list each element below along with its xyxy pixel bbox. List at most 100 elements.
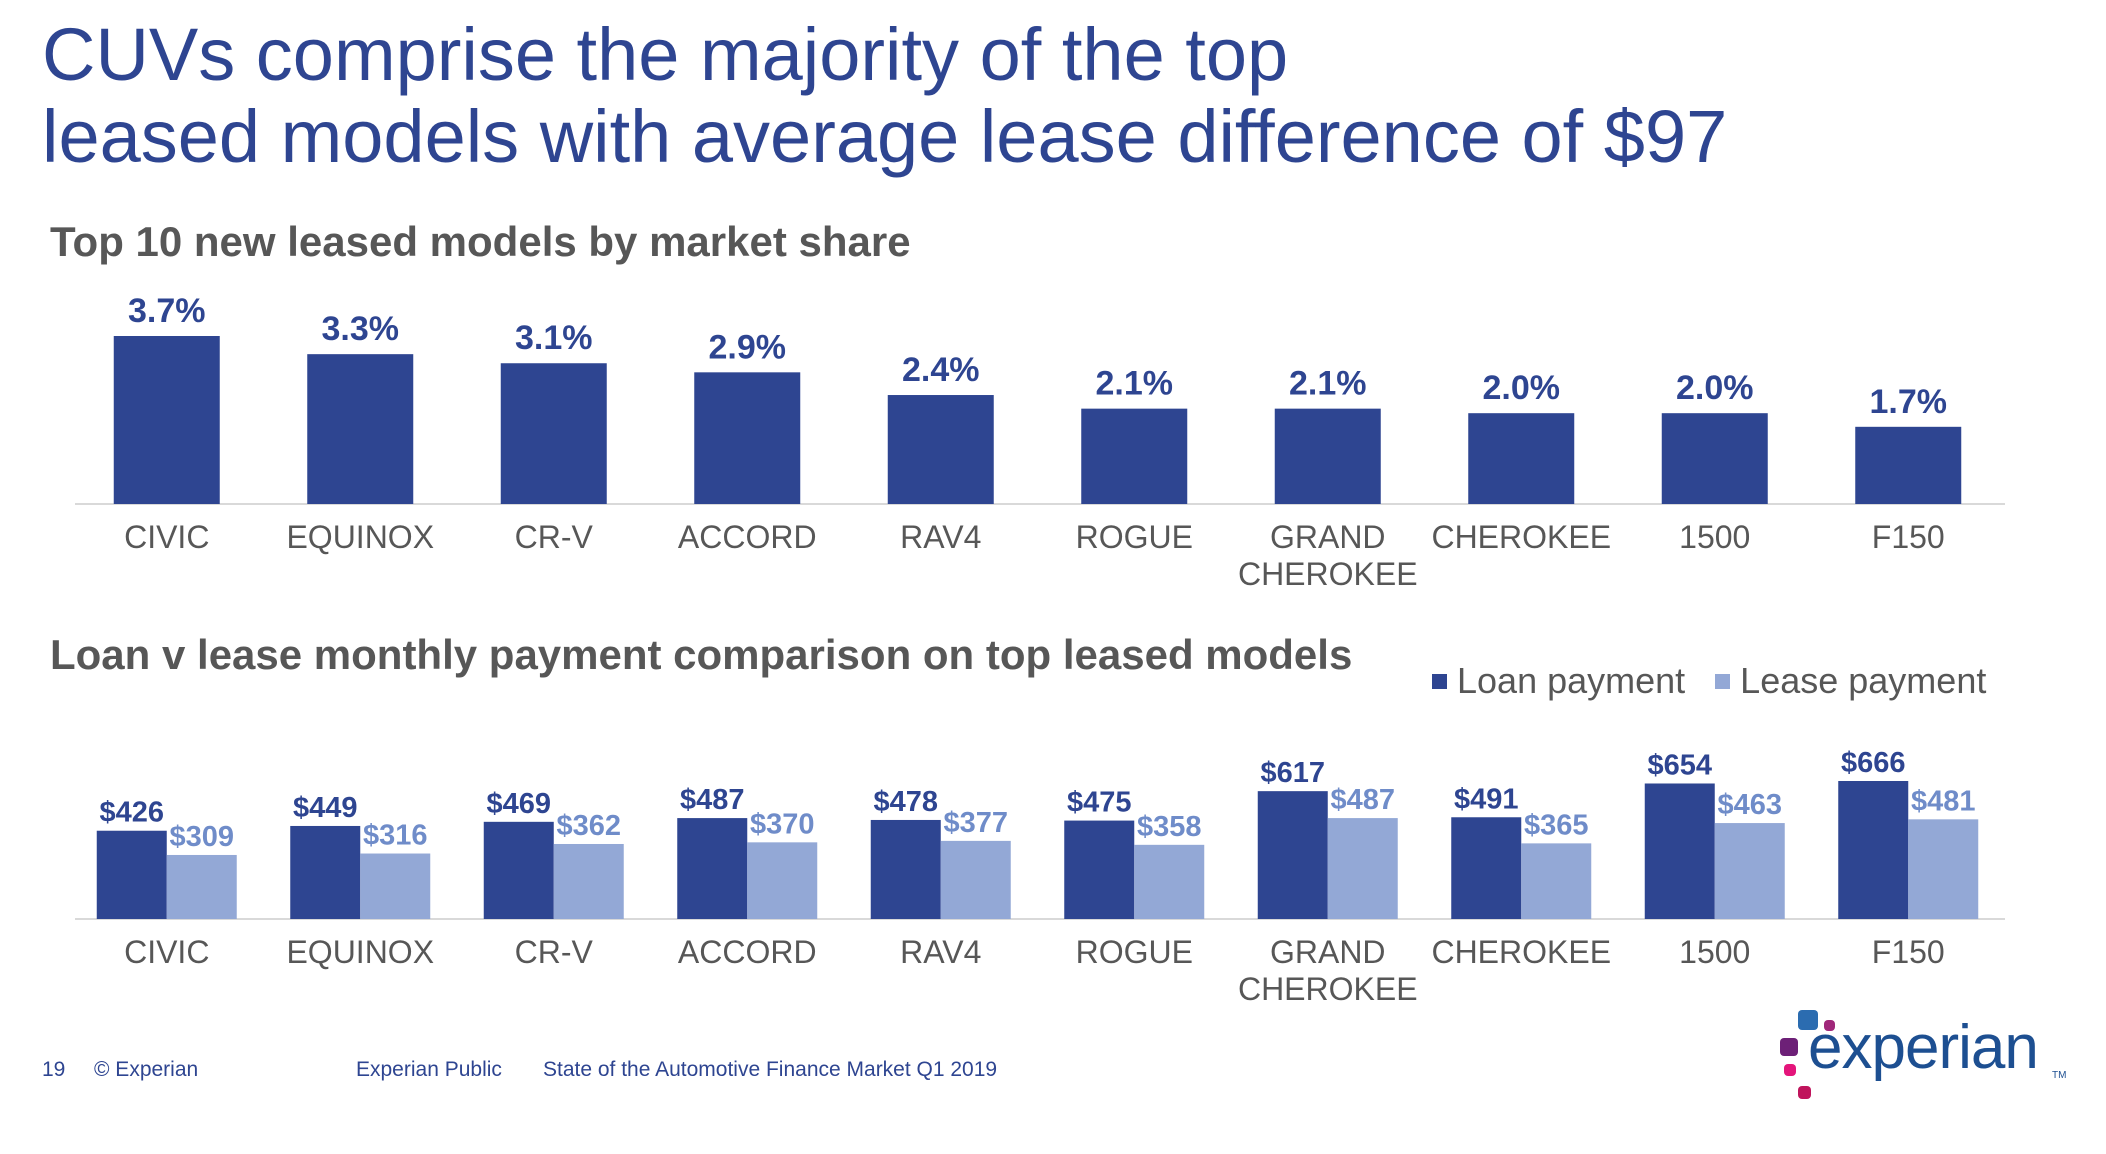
bar-loan-rav4: [870, 819, 941, 919]
slide-title-line2: leased models with average lease differe…: [42, 95, 1728, 178]
data-label-lease-1500: $463: [1717, 789, 1782, 821]
data-label-lease-cr-v: $362: [556, 810, 621, 842]
data-label-loan-cherokee: $491: [1454, 783, 1519, 815]
data-label-lease-equinox: $316: [363, 820, 428, 852]
data-label-lease-grand-cherokee: $487: [1330, 784, 1395, 816]
bar-civic: [113, 336, 220, 504]
footer-copyright: © Experian: [94, 1058, 199, 1081]
legend-item-lease: Lease payment: [1715, 660, 1986, 702]
category-label-f150: F150: [1872, 519, 1945, 555]
bar-loan-rogue: [1064, 820, 1135, 919]
data-label-accord: 2.9%: [709, 328, 787, 366]
category-label-accord: ACCORD: [678, 519, 817, 555]
data-label-cr-v: 3.1%: [515, 319, 593, 357]
category-label-civic: CIVIC: [124, 519, 209, 555]
category-label-grand-cherokee: GRAND: [1270, 519, 1386, 555]
bar-loan-civic: [96, 830, 167, 919]
category-label-rav4: RAV4: [900, 519, 981, 555]
category-label-rav4: RAV4: [900, 934, 981, 970]
bar-equinox: [307, 354, 414, 504]
market-share-chart-title: Top 10 new leased models by market share: [50, 218, 911, 265]
category-label-rogue: ROGUE: [1076, 519, 1193, 555]
data-label-loan-f150: $666: [1841, 747, 1906, 779]
bar-lease-f150: [1908, 819, 1979, 919]
experian-logo: experian TM: [1772, 1008, 2066, 1108]
data-label-loan-accord: $487: [680, 784, 745, 816]
slide-title-line1: CUVs comprise the majority of the top: [42, 13, 1289, 96]
bar-lease-cherokee: [1521, 843, 1592, 919]
data-label-loan-rogue: $475: [1067, 787, 1132, 819]
bar-lease-equinox: [360, 853, 431, 919]
bar-rogue: [1081, 408, 1188, 504]
footer-report-name: State of the Automotive Finance Market Q…: [543, 1058, 998, 1081]
bar-loan-cherokee: [1451, 817, 1522, 919]
bar-loan-equinox: [290, 825, 361, 919]
bar-lease-cr-v: [553, 843, 624, 919]
category-label-grand-cherokee-line2: CHEROKEE: [1238, 556, 1418, 592]
bar-lease-rogue: [1134, 844, 1205, 919]
data-label-rogue: 2.1%: [1096, 365, 1174, 403]
category-label-equinox: EQUINOX: [286, 934, 434, 970]
data-label-loan-1500: $654: [1647, 749, 1712, 781]
logo-dot-blue: [1798, 1010, 1818, 1030]
logo-wordmark: experian: [1808, 1013, 2039, 1082]
bar-loan-grand-cherokee: [1257, 791, 1328, 919]
category-label-equinox: EQUINOX: [286, 519, 434, 555]
data-label-equinox: 3.3%: [322, 310, 400, 348]
legend-swatch-lease: [1715, 673, 1731, 689]
category-label-grand-cherokee: GRAND: [1270, 934, 1386, 970]
category-label-cr-v: CR-V: [515, 934, 594, 970]
data-label-loan-cr-v: $469: [486, 788, 551, 820]
logo-trademark: TM: [2052, 1070, 2067, 1081]
data-label-cherokee: 2.0%: [1483, 369, 1561, 407]
legend-label-lease: Lease payment: [1740, 660, 1987, 701]
logo-dot-pink: [1784, 1064, 1796, 1076]
bar-loan-f150: [1838, 781, 1909, 919]
category-label-cherokee: CHEROKEE: [1431, 934, 1611, 970]
data-label-f150: 1.7%: [1870, 383, 1948, 421]
bar-rav4: [887, 395, 994, 504]
bar-loan-1500: [1644, 783, 1715, 919]
data-label-loan-grand-cherokee: $617: [1260, 757, 1325, 789]
data-label-lease-accord: $370: [750, 808, 815, 840]
bar-lease-rav4: [940, 840, 1011, 919]
bar-loan-cr-v: [483, 821, 554, 919]
data-label-lease-f150: $481: [1911, 785, 1976, 817]
category-label-cherokee: CHEROKEE: [1431, 519, 1611, 555]
payment-comparison-chart: $426$309 CIVIC $449$316 EQUINOX $469$362 CR-V…: [75, 747, 2005, 1007]
category-label-civic: CIVIC: [124, 934, 209, 970]
data-label-lease-cherokee: $365: [1524, 809, 1589, 841]
logo-dot-magenta: [1824, 1020, 1835, 1031]
logo-dot-crimson: [1798, 1086, 1811, 1099]
category-label-rogue: ROGUE: [1076, 934, 1193, 970]
data-label-lease-civic: $309: [169, 821, 234, 853]
data-label-rav4: 2.4%: [902, 351, 980, 389]
logo-dot-purple: [1780, 1038, 1798, 1056]
category-label-f150: F150: [1872, 934, 1945, 970]
payment-chart-title: Loan v lease monthly payment comparison …: [50, 631, 1353, 678]
data-label-lease-rogue: $358: [1137, 811, 1202, 843]
category-label-1500: 1500: [1679, 519, 1750, 555]
bar-f150: [1855, 426, 1962, 504]
data-label-civic: 3.7%: [128, 292, 206, 330]
bar-lease-grand-cherokee: [1327, 818, 1398, 919]
category-label-cr-v: CR-V: [515, 519, 594, 555]
category-label-grand-cherokee-line2: CHEROKEE: [1238, 971, 1418, 1007]
legend-label-loan: Loan payment: [1457, 660, 1686, 701]
data-label-grand-cherokee: 2.1%: [1289, 365, 1367, 403]
bar-grand-cherokee: [1274, 408, 1381, 504]
slide-title: CUVs comprise the majority of the top le…: [42, 14, 1942, 178]
footer-page-number: 19: [42, 1058, 66, 1081]
bar-cherokee: [1468, 413, 1575, 504]
legend-swatch-loan: [1432, 673, 1447, 689]
bar-1500: [1661, 413, 1768, 504]
bar-loan-accord: [677, 818, 748, 919]
payment-chart-legend: Loan payment Lease payment: [1432, 656, 1986, 706]
category-label-1500: 1500: [1679, 934, 1750, 970]
data-label-1500: 2.0%: [1676, 369, 1754, 407]
bar-lease-accord: [747, 842, 818, 919]
legend-item-loan: Loan payment: [1432, 660, 1685, 702]
bar-lease-civic: [166, 854, 237, 919]
data-label-loan-civic: $426: [99, 797, 164, 829]
data-label-lease-rav4: $377: [943, 807, 1008, 839]
